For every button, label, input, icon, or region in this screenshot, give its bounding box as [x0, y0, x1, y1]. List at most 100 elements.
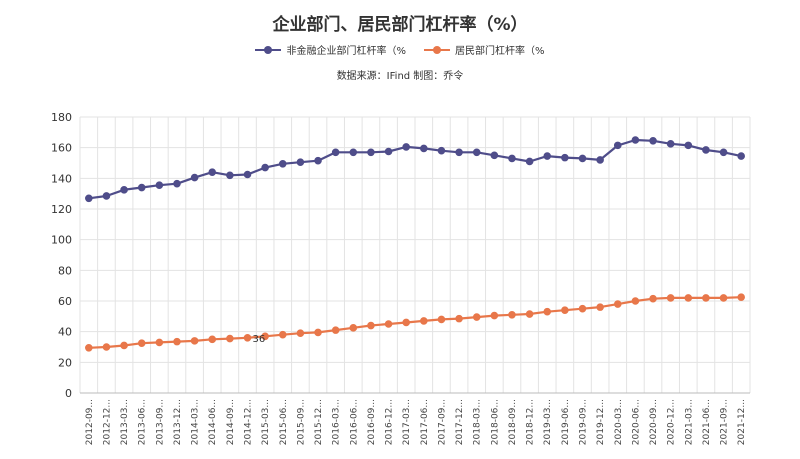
data-point-series-0: [402, 143, 410, 151]
data-point-series-0: [543, 152, 552, 160]
data-point-series-0: [719, 148, 728, 157]
x-tick-label: 2013-12...: [173, 399, 183, 445]
data-point-series-0: [349, 148, 358, 157]
data-point-series-1: [525, 310, 534, 318]
x-tick-label: 2020-06...: [631, 399, 641, 445]
x-tick-label: 2017-12...: [455, 399, 465, 445]
data-point-series-0: [296, 158, 305, 167]
x-tick-label: 2016-06...: [349, 399, 359, 445]
data-point-series-1: [226, 334, 234, 343]
data-point-series-1: [578, 304, 587, 313]
data-point-series-1: [719, 294, 728, 302]
data-point-series-0: [367, 148, 375, 157]
data-point-series-0: [243, 170, 252, 179]
x-tick-label: 2021-09...: [720, 399, 730, 445]
data-point-series-0: [578, 154, 587, 163]
chart-legend: 非金融企业部门杠杆率（% 居民部门杠杆率（%: [0, 42, 800, 57]
chart-source: 数据来源：IFind 制图：乔令: [336, 71, 464, 82]
data-point-series-1: [243, 334, 252, 342]
data-point-series-1: [190, 337, 199, 345]
data-point-series-1: [208, 335, 217, 344]
x-tick-label: 2018-09...: [508, 399, 518, 445]
x-tick-label: 2017-09...: [437, 399, 447, 445]
data-point-series-1: [173, 337, 181, 346]
x-tick-label: 2015-06...: [279, 399, 289, 445]
data-point-series-1: [490, 311, 499, 320]
x-tick-label: 2015-12...: [314, 399, 324, 445]
data-point-series-1: [349, 324, 358, 332]
x-tick-label: 2014-09...: [226, 399, 236, 445]
data-point-series-0: [596, 156, 604, 164]
data-point-series-0: [490, 151, 499, 160]
data-point-series-0: [561, 153, 569, 162]
data-point-series-1: [543, 307, 552, 316]
data-point-series-1: [314, 328, 322, 337]
data-point-series-0: [631, 136, 640, 144]
x-tick-label: 2020-09...: [649, 399, 659, 445]
data-point-series-1: [613, 300, 622, 308]
data-point-series-1: [296, 329, 305, 338]
x-tick-label: 2016-09...: [367, 399, 377, 445]
chart-title: 企业部门、居民部门杠杆率（%）: [272, 15, 528, 35]
x-tick-label: 2021-03...: [684, 399, 694, 445]
y-tick-label: 120: [51, 203, 72, 216]
x-tick-label: 2017-06...: [420, 399, 430, 445]
data-point-series-0: [85, 194, 93, 203]
data-point-series-0: [137, 183, 146, 192]
data-point-series-1: [684, 294, 693, 302]
data-point-series-1: [102, 343, 111, 351]
data-point-series-1: [384, 320, 393, 328]
data-point-series-1: [737, 293, 745, 301]
data-point-series-1: [437, 315, 446, 324]
x-tick-label: 2014-12...: [244, 399, 254, 445]
x-tick-label: 2018-03...: [473, 399, 483, 445]
legend-item-household[interactable]: 居民部门杠杆率（%: [424, 42, 545, 57]
data-point-series-1: [561, 306, 569, 315]
data-point-series-1: [508, 311, 516, 319]
x-tick-label: 2018-06...: [490, 399, 500, 445]
data-point-series-0: [261, 163, 269, 172]
x-tick-label: 2013-03...: [120, 399, 130, 445]
legend-label-corporate: 非金融企业部门杠杆率（%: [286, 46, 406, 57]
x-tick-label: 2021-06...: [702, 399, 712, 445]
x-tick-label: 2016-12...: [385, 399, 395, 445]
x-tick-label: 2015-03...: [261, 399, 271, 445]
data-point-series-1: [472, 313, 481, 321]
data-point-series-0: [684, 141, 693, 150]
y-tick-label: 40: [58, 326, 72, 339]
data-point-series-0: [649, 136, 657, 145]
data-point-series-0: [208, 168, 217, 176]
legend-item-corporate[interactable]: 非金融企业部门杠杆率（%: [255, 42, 406, 57]
data-point-series-0: [331, 148, 340, 157]
data-point-series-1: [702, 294, 710, 302]
data-point-series-0: [455, 148, 463, 157]
data-point-series-0: [190, 173, 199, 182]
x-tick-label: 2013-06...: [138, 399, 148, 445]
data-point-series-1: [666, 294, 675, 302]
data-point-series-0: [278, 159, 287, 168]
x-tick-label: 2019-09...: [579, 399, 589, 445]
x-tick-label: 2018-12...: [526, 399, 536, 445]
y-tick-label: 60: [58, 295, 72, 308]
data-point-series-1: [631, 297, 640, 305]
data-point-series-1: [420, 317, 428, 325]
data-point-series-1: [331, 326, 340, 334]
data-point-series-1: [261, 332, 269, 341]
data-point-series-0: [737, 152, 745, 160]
x-tick-label: 2020-03...: [614, 399, 624, 445]
data-point-series-1: [278, 330, 287, 339]
data-point-series-1: [596, 303, 604, 311]
data-point-series-0: [226, 171, 234, 180]
data-point-series-0: [120, 186, 128, 194]
data-point-series-0: [173, 179, 181, 188]
x-tick-label: 2020-12...: [667, 399, 677, 445]
y-tick-label: 180: [51, 111, 72, 124]
data-point-series-0: [155, 181, 164, 190]
data-point-series-0: [102, 192, 111, 200]
legend-label-household: 居民部门杠杆率（%: [455, 46, 545, 57]
x-tick-label: 2021-12...: [737, 399, 747, 445]
x-tick-label: 2012-12...: [102, 399, 112, 445]
y-tick-label: 100: [51, 234, 72, 247]
